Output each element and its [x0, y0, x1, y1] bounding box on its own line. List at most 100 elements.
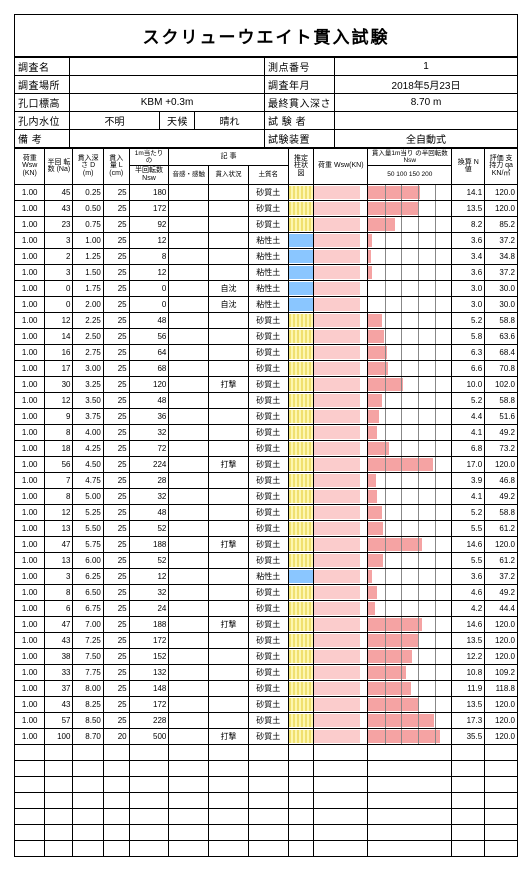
col-soil: 土質名	[248, 166, 288, 184]
cell-na: 100	[45, 728, 73, 744]
loc-value	[70, 76, 265, 94]
cell-nsw-chart	[368, 248, 452, 264]
cell-wsw-chart	[314, 296, 368, 312]
cell-wsw: 1.00	[15, 184, 45, 200]
elev-label: 孔口標高	[15, 94, 70, 112]
cell-strat	[288, 696, 314, 712]
cell-n: 4.1	[452, 488, 485, 504]
cell-d: 8.50	[73, 712, 103, 728]
cell-nsw: 12	[129, 568, 169, 584]
cell-q: 46.8	[485, 472, 518, 488]
cell-d: 8.70	[73, 728, 103, 744]
cell-nsw: 32	[129, 584, 169, 600]
cell-strat	[288, 664, 314, 680]
cell-soil: 砂質土	[248, 328, 288, 344]
cell-nsw-chart	[368, 328, 452, 344]
table-row: 1.00387.5025152砂質土12.2120.0	[15, 648, 518, 664]
cell-jo: 自沈	[209, 280, 249, 296]
cell-d: 5.25	[73, 504, 103, 520]
cell-l: 25	[103, 680, 129, 696]
cell-soil: 砂質土	[248, 408, 288, 424]
col-d: 貫入深さ D (m)	[73, 149, 103, 185]
cell-na: 2	[45, 248, 73, 264]
cell-wsw-chart	[314, 216, 368, 232]
cell-jo	[209, 488, 249, 504]
cell-d: 4.00	[73, 424, 103, 440]
cell-nsw-chart	[368, 440, 452, 456]
cell-soil: 砂質土	[248, 392, 288, 408]
cell-nsw-chart	[368, 184, 452, 200]
cell-strat	[288, 712, 314, 728]
table-row: 1.00162.752564砂質土6.368.4	[15, 344, 518, 360]
col-nsw-ticks: 50 100 150 200	[368, 166, 452, 184]
cell-l: 20	[103, 728, 129, 744]
cell-n: 14.6	[452, 536, 485, 552]
cell-nsw-chart	[368, 680, 452, 696]
cell-soil: 砂質土	[248, 424, 288, 440]
cell-na: 16	[45, 344, 73, 360]
cell-on	[169, 424, 209, 440]
cell-l: 25	[103, 440, 129, 456]
cell-wsw: 1.00	[15, 392, 45, 408]
cell-nsw: 120	[129, 376, 169, 392]
cell-soil: 砂質土	[248, 216, 288, 232]
cell-l: 25	[103, 184, 129, 200]
cell-q: 58.8	[485, 504, 518, 520]
cell-strat	[288, 504, 314, 520]
cell-l: 25	[103, 632, 129, 648]
cell-wsw: 1.00	[15, 280, 45, 296]
cell-na: 47	[45, 536, 73, 552]
cell-soil: 砂質土	[248, 440, 288, 456]
cell-n: 6.3	[452, 344, 485, 360]
cell-jo	[209, 520, 249, 536]
cell-strat	[288, 264, 314, 280]
cell-strat	[288, 248, 314, 264]
cell-q: 102.0	[485, 376, 518, 392]
cell-nsw: 148	[129, 680, 169, 696]
cell-l: 25	[103, 616, 129, 632]
table-row: 1.00142.502556砂質土5.863.6	[15, 328, 518, 344]
table-row: 1.00173.002568砂質土6.670.8	[15, 360, 518, 376]
cell-on	[169, 616, 209, 632]
cell-soil: 砂質土	[248, 552, 288, 568]
table-row-blank	[15, 840, 518, 856]
cell-on	[169, 360, 209, 376]
cell-soil: 砂質土	[248, 616, 288, 632]
cell-jo	[209, 600, 249, 616]
cell-nsw-chart	[368, 552, 452, 568]
cell-n: 5.2	[452, 392, 485, 408]
table-row: 1.0031.502512粘性土3.637.2	[15, 264, 518, 280]
cell-l: 25	[103, 456, 129, 472]
cell-jo	[209, 328, 249, 344]
remark-value	[70, 130, 265, 148]
final-label: 最終貫入深さ	[265, 94, 335, 112]
weather-value: 晴れ	[195, 112, 265, 130]
cell-jo	[209, 360, 249, 376]
cell-d: 3.75	[73, 408, 103, 424]
cell-nsw-chart	[368, 520, 452, 536]
cell-strat	[288, 328, 314, 344]
cell-wsw-chart	[314, 184, 368, 200]
cell-wsw: 1.00	[15, 712, 45, 728]
cell-l: 25	[103, 280, 129, 296]
cell-jo: 打撃	[209, 616, 249, 632]
cell-soil: 砂質土	[248, 472, 288, 488]
report-title: スクリューウエイト貫入試験	[14, 14, 518, 57]
cell-nsw: 152	[129, 648, 169, 664]
cell-soil: 砂質土	[248, 200, 288, 216]
cell-wsw-chart	[314, 248, 368, 264]
cell-wsw-chart	[314, 696, 368, 712]
remark-label: 備 考	[15, 130, 70, 148]
cell-nsw: 172	[129, 200, 169, 216]
cell-d: 2.75	[73, 344, 103, 360]
cell-wsw: 1.00	[15, 376, 45, 392]
table-row: 1.00477.0025188打撃砂質土14.6120.0	[15, 616, 518, 632]
col-onkan: 音感・感触	[169, 166, 209, 184]
cell-nsw-chart	[368, 344, 452, 360]
cell-d: 4.50	[73, 456, 103, 472]
cell-nsw-chart	[368, 376, 452, 392]
table-row-blank	[15, 760, 518, 776]
survey-name-label: 調査名	[15, 58, 70, 76]
cell-wsw: 1.00	[15, 248, 45, 264]
table-row: 1.00475.7525188打撃砂質土14.6120.0	[15, 536, 518, 552]
